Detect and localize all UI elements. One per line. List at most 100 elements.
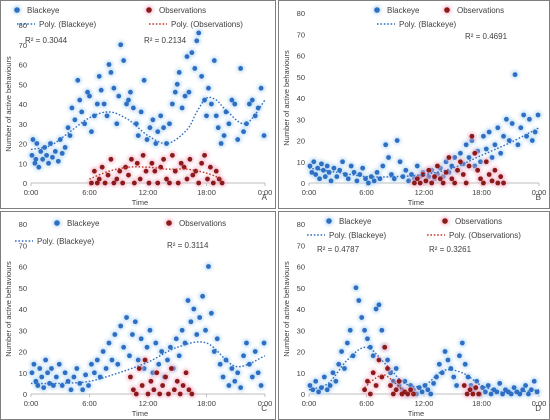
x-tick-label: 18:00 [472, 188, 491, 197]
legend-item[interactable]: Blackeye [12, 5, 61, 16]
data-point [94, 180, 100, 186]
y-tick-label: 10 [19, 369, 27, 378]
series-blackeye [27, 28, 269, 172]
data-point [136, 366, 142, 371]
data-point [385, 366, 390, 371]
legend-label: Observations [159, 6, 206, 15]
legend-item[interactable]: Poly. (Blackeye) [17, 20, 97, 29]
data-point [179, 327, 185, 333]
legend-item[interactable]: Poly. (Blackeye) [307, 231, 387, 240]
y-tick-label: 70 [297, 30, 305, 39]
r-squared-label: R² = 0.2134 [144, 36, 187, 45]
panel-a: 0 10 20 30 40 50 60 70 80 0:00 6:00 12:00 18:00 0:00 T… [0, 0, 276, 209]
data-point [442, 349, 448, 354]
x-axis-label: Time [408, 198, 424, 207]
legend-item[interactable]: Poly. (Observations) [427, 231, 521, 240]
data-point [46, 160, 51, 166]
data-point [223, 109, 229, 115]
legend-item[interactable]: Observations [164, 218, 227, 229]
legend-item[interactable]: Blackeye [372, 5, 421, 16]
legend-label: Poly. (Blackeye) [329, 231, 387, 240]
data-point [334, 174, 340, 180]
series-blackeye [305, 70, 543, 188]
y-axis-label: Number of active behaviours [282, 261, 291, 357]
legend-item[interactable]: Poly. (Blackeye) [15, 237, 95, 246]
data-point [56, 361, 62, 367]
y-tick-label: 60 [19, 263, 27, 272]
data-point [446, 155, 452, 160]
data-point [169, 152, 175, 158]
legend-item[interactable]: Blackeye [324, 216, 373, 227]
data-point [451, 374, 457, 380]
data-point [211, 349, 217, 354]
y-tick-label: 0 [301, 390, 305, 399]
data-point [406, 178, 412, 184]
data-point [488, 391, 494, 397]
data-point [62, 370, 68, 376]
x-tick-label: 12:00 [415, 188, 434, 197]
data-point [350, 353, 356, 359]
data-point [391, 176, 397, 182]
chart-svg-a: 0 10 20 30 40 50 60 70 80 0:00 6:00 12:00 18:00 0:00 T… [4, 5, 272, 207]
data-point [244, 340, 249, 346]
data-point [462, 361, 468, 367]
r-squared-label: R² = 0.4691 [465, 32, 508, 41]
data-point [457, 353, 462, 359]
legend-item[interactable]: Observations [144, 5, 207, 16]
data-point [501, 180, 506, 186]
data-point [72, 117, 78, 123]
data-point [166, 391, 171, 397]
data-point [172, 89, 178, 95]
data-point [184, 176, 190, 182]
x-tick-label: 18:00 [472, 399, 491, 408]
data-point [313, 172, 319, 177]
y-tick-label: 40 [297, 305, 305, 314]
data-point [344, 340, 350, 346]
data-point [108, 70, 114, 75]
y-tick-label: 0 [301, 179, 305, 188]
data-point [226, 383, 232, 388]
y-tick-label: 50 [19, 284, 27, 293]
data-point [385, 357, 390, 363]
data-point [106, 340, 112, 346]
data-point [452, 155, 458, 160]
data-point [106, 62, 112, 67]
data-point [215, 125, 221, 131]
chart-svg-c: 0 10 20 30 40 50 60 70 80 0:00 6:00 12:00 18:00 0:00 T… [4, 218, 272, 418]
legend-item[interactable]: Poly. (Observations) [149, 20, 243, 29]
data-point [393, 387, 399, 393]
y-tick-label: 0 [23, 179, 27, 188]
y-tick-label: 40 [19, 305, 27, 314]
data-point [176, 353, 182, 359]
legend-item[interactable]: Blackeye [52, 218, 101, 229]
data-point [229, 366, 235, 371]
trend-line-blackeye [30, 341, 266, 385]
data-point [111, 85, 117, 91]
data-point [511, 385, 517, 391]
data-point [467, 387, 473, 393]
y-tick-label: 50 [19, 80, 27, 89]
data-point [437, 176, 443, 182]
data-point [87, 93, 92, 99]
legend-item[interactable]: Poly. (Blackeye) [377, 20, 457, 29]
legend-label: Observations [457, 6, 504, 15]
data-point [133, 391, 139, 397]
y-tick-label: 30 [19, 326, 27, 335]
data-point [174, 81, 180, 87]
x-tick-label: 0:00 [532, 399, 547, 408]
legend-item[interactable]: Observations [442, 5, 505, 16]
legend-label: Observations [179, 219, 226, 228]
data-point [50, 154, 55, 160]
data-point [145, 391, 151, 397]
data-point [185, 298, 191, 303]
data-point [362, 327, 367, 333]
data-point [199, 73, 205, 79]
x-tick-label: 18:00 [197, 399, 216, 408]
data-point [68, 387, 74, 393]
data-point [130, 105, 136, 111]
data-point [483, 146, 489, 152]
data-point [94, 101, 100, 107]
data-point [362, 387, 367, 393]
data-point [79, 109, 85, 115]
legend-item[interactable]: Observations [440, 216, 503, 227]
